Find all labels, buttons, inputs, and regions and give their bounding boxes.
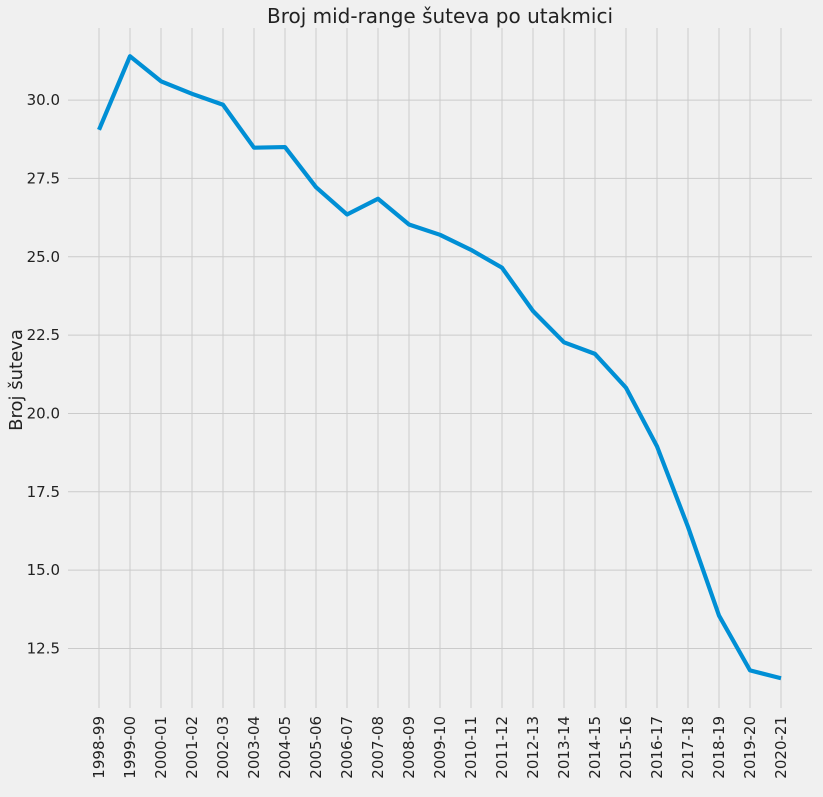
x-tick-label: 2017-18 <box>679 716 697 779</box>
y-tick-label: 27.5 <box>27 169 60 187</box>
y-tick-label: 15.0 <box>27 561 60 579</box>
x-tick-label: 2015-16 <box>617 716 635 779</box>
y-tick-labels: 12.5 15.0 17.5 20.0 22.5 25.0 27.5 30.0 <box>27 91 60 657</box>
x-tick-label: 2020-21 <box>772 716 790 779</box>
x-tick-label: 1998-99 <box>90 716 108 779</box>
y-tick-label: 20.0 <box>27 404 60 422</box>
x-tick-label: 2013-14 <box>555 716 573 779</box>
chart-title: Broj mid-range šuteva po utakmici <box>267 4 613 28</box>
x-tick-labels: 1998-99 1999-00 2000-01 2001-02 2002-03 2003-… <box>90 716 790 779</box>
y-tick-label: 25.0 <box>27 248 60 266</box>
x-tick-label: 2004-05 <box>276 716 294 779</box>
x-tick-label: 2006-07 <box>338 716 356 779</box>
grid-lines <box>68 28 812 708</box>
x-tick-label: 2018-19 <box>710 716 728 779</box>
y-tick-label: 22.5 <box>27 326 60 344</box>
x-tick-label: 1999-00 <box>121 716 139 779</box>
y-axis-label: Broj šuteva <box>6 329 27 431</box>
x-tick-label: 2019-20 <box>741 716 759 779</box>
x-tick-label: 2012-13 <box>524 716 542 779</box>
y-tick-label: 12.5 <box>27 639 60 657</box>
x-tick-label: 2001-02 <box>183 716 201 779</box>
x-tick-label: 2003-04 <box>245 716 263 779</box>
y-tick-label: 17.5 <box>27 483 60 501</box>
x-tick-label: 2009-10 <box>431 716 449 779</box>
x-tick-label: 2007-08 <box>369 716 387 779</box>
x-tick-label: 2014-15 <box>586 716 604 779</box>
series-line <box>97 54 782 681</box>
x-tick-label: 2002-03 <box>214 716 232 779</box>
x-tick-label: 2010-11 <box>462 716 480 779</box>
series-layer <box>97 54 782 681</box>
y-tick-label: 30.0 <box>27 91 60 109</box>
x-tick-label: 2016-17 <box>648 716 666 779</box>
x-tick-label: 2005-06 <box>307 716 325 779</box>
x-tick-label: 2008-09 <box>400 716 418 779</box>
x-tick-label: 2000-01 <box>152 716 170 779</box>
x-tick-label: 2011-12 <box>493 716 511 779</box>
